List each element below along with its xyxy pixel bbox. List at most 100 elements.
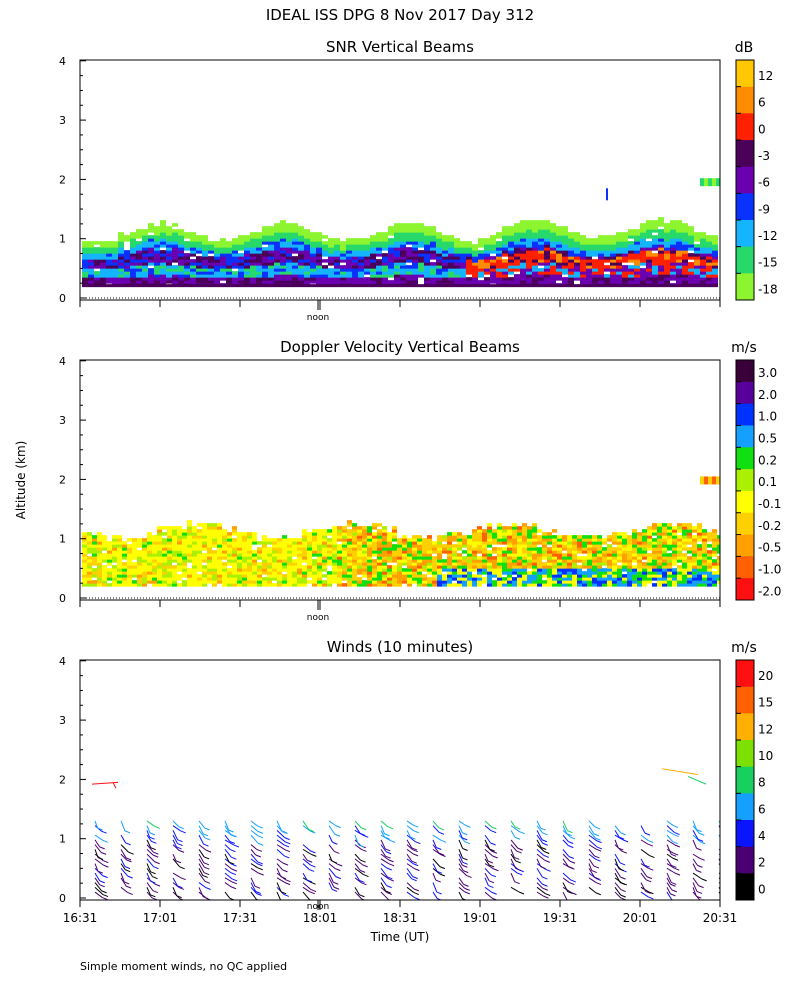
- snr-cell: [298, 280, 304, 284]
- doppler-cell: [547, 553, 552, 557]
- doppler-cell: [347, 541, 352, 545]
- wind-barb-flag: [412, 853, 419, 857]
- doppler-cell: [337, 559, 342, 563]
- snr-cell: [604, 250, 610, 254]
- doppler-cell: [202, 553, 207, 557]
- snr-cell: [220, 274, 226, 278]
- doppler-cell: [127, 550, 132, 554]
- colorbar-cell: [736, 578, 754, 601]
- snr-cell: [694, 238, 700, 242]
- doppler-cell: [697, 565, 702, 569]
- doppler-cell: [692, 538, 697, 542]
- snr-cell: [130, 280, 136, 284]
- wind-barb-flag: [648, 896, 654, 900]
- doppler-cell: [717, 562, 720, 566]
- wind-barb-flag: [228, 829, 234, 833]
- doppler-cell: [287, 544, 292, 548]
- doppler-cell: [267, 583, 272, 587]
- wind-barb: [614, 858, 620, 869]
- snr-cell: [364, 253, 370, 257]
- doppler-cell: [327, 559, 332, 563]
- doppler-cell: [172, 565, 177, 569]
- snr-cell: [562, 277, 568, 281]
- snr-cell: [106, 280, 112, 284]
- doppler-cell: [492, 550, 497, 554]
- doppler-cell: [437, 538, 442, 542]
- doppler-cell: [652, 550, 657, 554]
- snr-cell: [568, 268, 574, 272]
- colorbar-label: -9: [758, 202, 770, 216]
- snr-cell: [664, 244, 670, 248]
- doppler-cell: [322, 583, 327, 587]
- doppler-cell: [632, 577, 637, 581]
- doppler-cell: [447, 544, 452, 548]
- doppler-cell: [387, 559, 392, 563]
- doppler-cell: [382, 529, 387, 533]
- snr-cell: [502, 253, 508, 257]
- doppler-cell: [157, 556, 162, 560]
- doppler-cell: [377, 556, 382, 560]
- doppler-cell: [392, 529, 397, 533]
- wind-barb: [276, 820, 283, 831]
- snr-cell: [142, 241, 148, 245]
- snr-cell: [220, 277, 226, 281]
- snr-cell: [454, 241, 460, 245]
- doppler-cell: [672, 538, 677, 542]
- doppler-cell: [192, 550, 197, 554]
- snr-cell: [628, 265, 634, 269]
- doppler-cell: [287, 541, 292, 545]
- wind-barb-flag: [125, 842, 131, 846]
- snr-cell: [370, 259, 376, 263]
- doppler-cell: [182, 529, 187, 533]
- doppler-cell: [582, 550, 587, 554]
- doppler-cell: [527, 583, 532, 587]
- wind-barb: [614, 830, 620, 838]
- snr-cell: [298, 238, 304, 242]
- wind-barb-flag: [334, 850, 340, 854]
- doppler-cell: [287, 550, 292, 554]
- doppler-cell: [707, 532, 712, 536]
- doppler-cell: [672, 562, 677, 566]
- doppler-cell: [222, 556, 227, 560]
- doppler-cell: [537, 553, 542, 557]
- snr-cell: [538, 220, 544, 224]
- doppler-cell: [587, 568, 592, 572]
- snr-cell: [280, 223, 286, 227]
- snr-cell: [598, 259, 604, 263]
- snr-cell: [394, 268, 400, 272]
- doppler-cell: [367, 577, 372, 581]
- doppler-cell: [387, 547, 392, 551]
- doppler-cell: [222, 574, 227, 578]
- doppler-cell: [372, 538, 377, 542]
- doppler-cell: [377, 553, 382, 557]
- wind-barb-flag: [176, 846, 182, 850]
- doppler-cell: [442, 544, 447, 548]
- doppler-cell: [302, 568, 307, 572]
- snr-cell: [574, 259, 580, 263]
- snr-cell: [214, 241, 220, 245]
- wind-barb: [588, 830, 596, 839]
- snr-cell: [706, 241, 712, 245]
- wind-barb-flag: [363, 834, 369, 838]
- wind-barb-flag: [413, 888, 420, 892]
- snr-cell: [370, 262, 376, 266]
- doppler-cell: [587, 556, 592, 560]
- snr-cell: [280, 244, 286, 248]
- snr-cell: [358, 253, 364, 257]
- snr-cell: [712, 178, 716, 187]
- snr-cell: [448, 259, 454, 263]
- snr-cell: [532, 229, 538, 233]
- doppler-cell: [307, 556, 312, 560]
- doppler-cell: [257, 565, 262, 569]
- wind-barb-flag: [101, 830, 107, 834]
- doppler-cell: [457, 577, 462, 581]
- snr-cell: [82, 244, 88, 248]
- snr-cell: [292, 268, 298, 272]
- doppler-cell: [287, 565, 292, 569]
- doppler-cell: [467, 565, 472, 569]
- doppler-cell: [242, 568, 247, 572]
- doppler-cell: [712, 535, 717, 539]
- snr-cell: [82, 259, 88, 263]
- doppler-cell: [172, 571, 177, 575]
- doppler-cell: [142, 538, 147, 542]
